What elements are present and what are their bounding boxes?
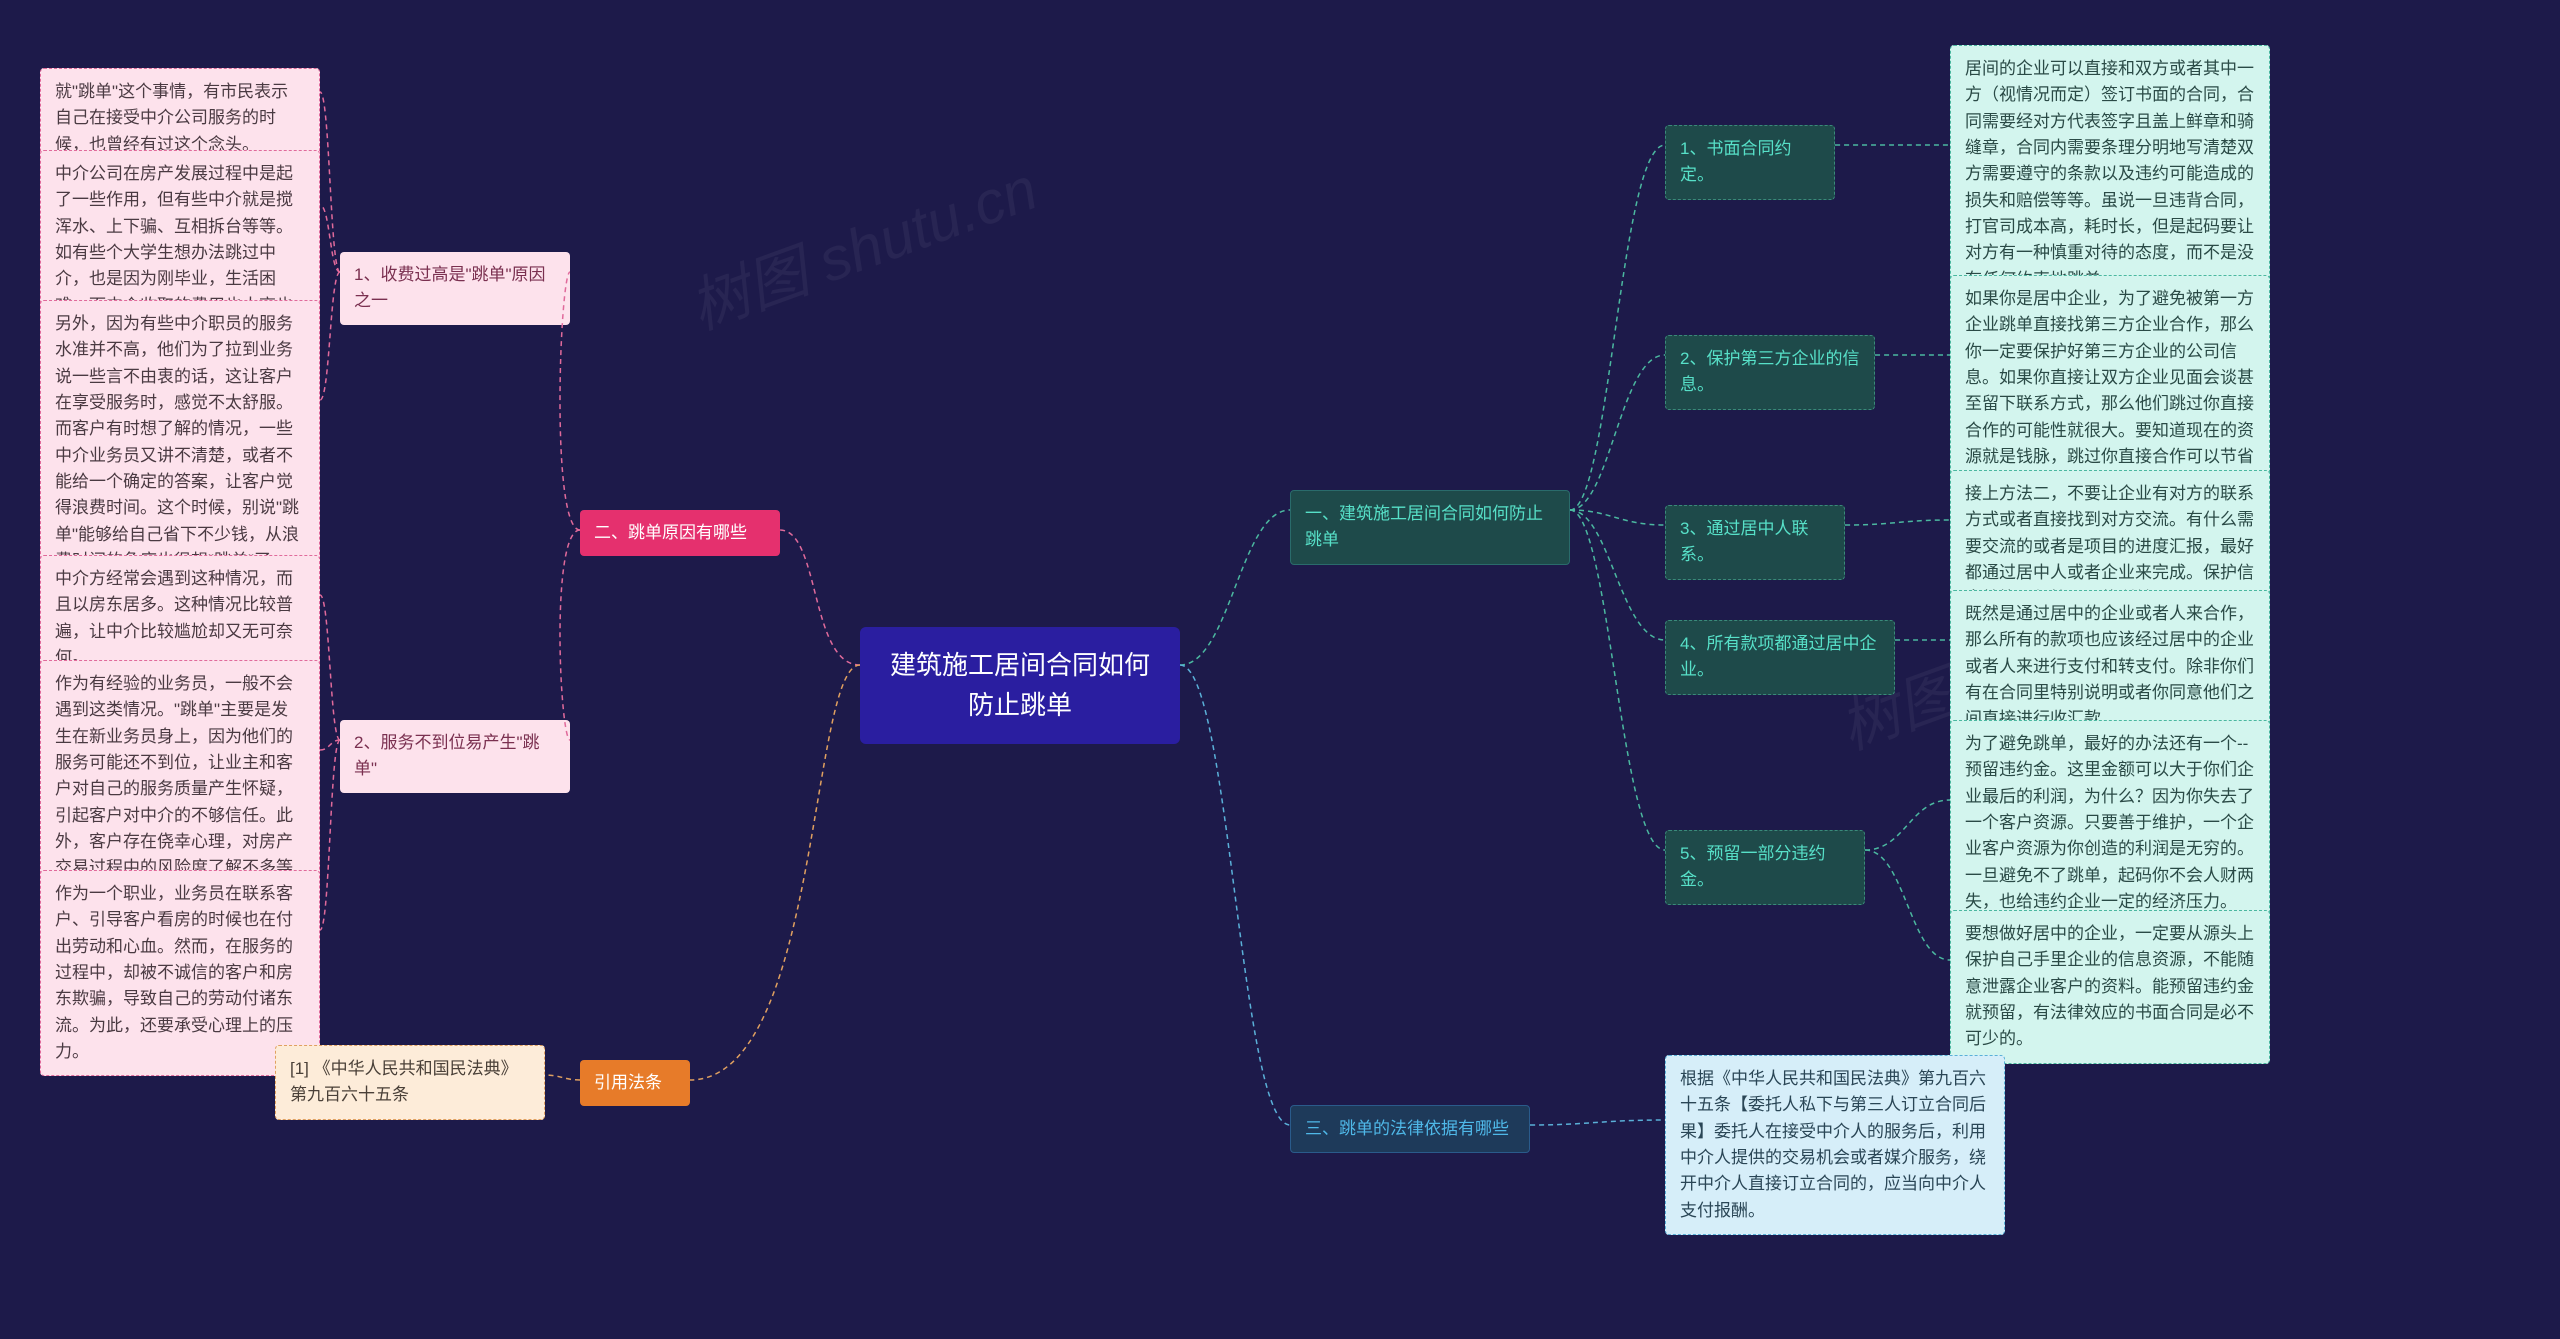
branch-1-label: 一、建筑施工居间合同如何防止跳单	[1305, 504, 1543, 549]
b1-item-5-desc: 为了避免跳单，最好的办法还有一个--预留违约金。这里金额可以大于你们企业最后的利…	[1950, 720, 2270, 926]
b1-item-5-desc2: 要想做好居中的企业，一定要从源头上保护自己手里企业的信息资源，不能随意泄露企业客…	[1950, 910, 2270, 1064]
root-label: 建筑施工居间合同如何防止跳单	[890, 650, 1150, 720]
b4-desc: [1] 《中华人民共和国民法典》 第九百六十五条	[275, 1045, 545, 1120]
b1-item-1-desc: 居间的企业可以直接和双方或者其中一方（视情况而定）签订书面的合同，合同需要经对方…	[1950, 45, 2270, 304]
text: 既然是通过居中的企业或者人来合作，那么所有的款项也应该经过居中的企业或者人来进行…	[1965, 604, 2254, 728]
b1-item-4[interactable]: 4、所有款项都通过居中企业。	[1665, 620, 1895, 695]
text: 就"跳单"这个事情，有市民表示自己在接受中介公司服务的时候，也曾经有过这个念头。	[55, 82, 288, 154]
branch-1[interactable]: 一、建筑施工居间合同如何防止跳单	[1290, 490, 1570, 565]
text: [1] 《中华人民共和国民法典》 第九百六十五条	[290, 1059, 518, 1104]
b1-item-4-label: 4、所有款项都通过居中企业。	[1680, 634, 1876, 679]
text: 根据《中华人民共和国民法典》第九百六十五条【委托人私下与第三人订立合同后果】委托…	[1680, 1069, 1986, 1220]
branch-4-label: 引用法条	[594, 1073, 662, 1092]
text: 作为一个职业，业务员在联系客户、引导客户看房的时候也在付出劳动和心血。然而，在服…	[55, 884, 293, 1061]
b1-item-1-label: 1、书面合同约定。	[1680, 139, 1791, 184]
text: 居间的企业可以直接和双方或者其中一方（视情况而定）签订书面的合同，合同需要经对方…	[1965, 59, 2254, 289]
branch-2-label: 二、跳单原因有哪些	[594, 523, 747, 542]
b1-item-1[interactable]: 1、书面合同约定。	[1665, 125, 1835, 200]
branch-3[interactable]: 三、跳单的法律依据有哪些	[1290, 1105, 1530, 1153]
b1-item-2[interactable]: 2、保护第三方企业的信息。	[1665, 335, 1875, 410]
text: 另外，因为有些中介职员的服务水准并不高，他们为了拉到业务说一些言不由衷的话，这让…	[55, 314, 299, 570]
b2-item-1-desc-2: 另外，因为有些中介职员的服务水准并不高，他们为了拉到业务说一些言不由衷的话，这让…	[40, 300, 320, 585]
text: 中介方经常会遇到这种情况，而且以房东居多。这种情况比较普遍，让中介比较尴尬却又无…	[55, 569, 293, 667]
b1-item-5-label: 5、预留一部分违约金。	[1680, 844, 1825, 889]
b1-item-5[interactable]: 5、预留一部分违约金。	[1665, 830, 1865, 905]
branch-2[interactable]: 二、跳单原因有哪些	[580, 510, 780, 556]
b2-item-2[interactable]: 2、服务不到位易产生"跳单"	[340, 720, 570, 793]
watermark: 树图 shutu.cn	[676, 140, 1047, 346]
b3-desc: 根据《中华人民共和国民法典》第九百六十五条【委托人私下与第三人订立合同后果】委托…	[1665, 1055, 2005, 1235]
b2-item-1-label: 1、收费过高是"跳单"原因之一	[354, 265, 546, 310]
branch-4[interactable]: 引用法条	[580, 1060, 690, 1106]
text: 要想做好居中的企业，一定要从源头上保护自己手里企业的信息资源，不能随意泄露企业客…	[1965, 924, 2254, 1048]
branch-3-label: 三、跳单的法律依据有哪些	[1305, 1119, 1509, 1138]
b1-item-3[interactable]: 3、通过居中人联系。	[1665, 505, 1845, 580]
root-node[interactable]: 建筑施工居间合同如何防止跳单	[860, 627, 1180, 744]
text: 为了避免跳单，最好的办法还有一个--预留违约金。这里金额可以大于你们企业最后的利…	[1965, 734, 2254, 911]
b2-item-1[interactable]: 1、收费过高是"跳单"原因之一	[340, 252, 570, 325]
text: 如果你是居中企业，为了避免被第一方企业跳单直接找第三方企业合作，那么你一定要保护…	[1965, 289, 2254, 492]
b1-item-3-label: 3、通过居中人联系。	[1680, 519, 1808, 564]
b1-item-2-label: 2、保护第三方企业的信息。	[1680, 349, 1859, 394]
b2-item-2-label: 2、服务不到位易产生"跳单"	[354, 733, 540, 778]
